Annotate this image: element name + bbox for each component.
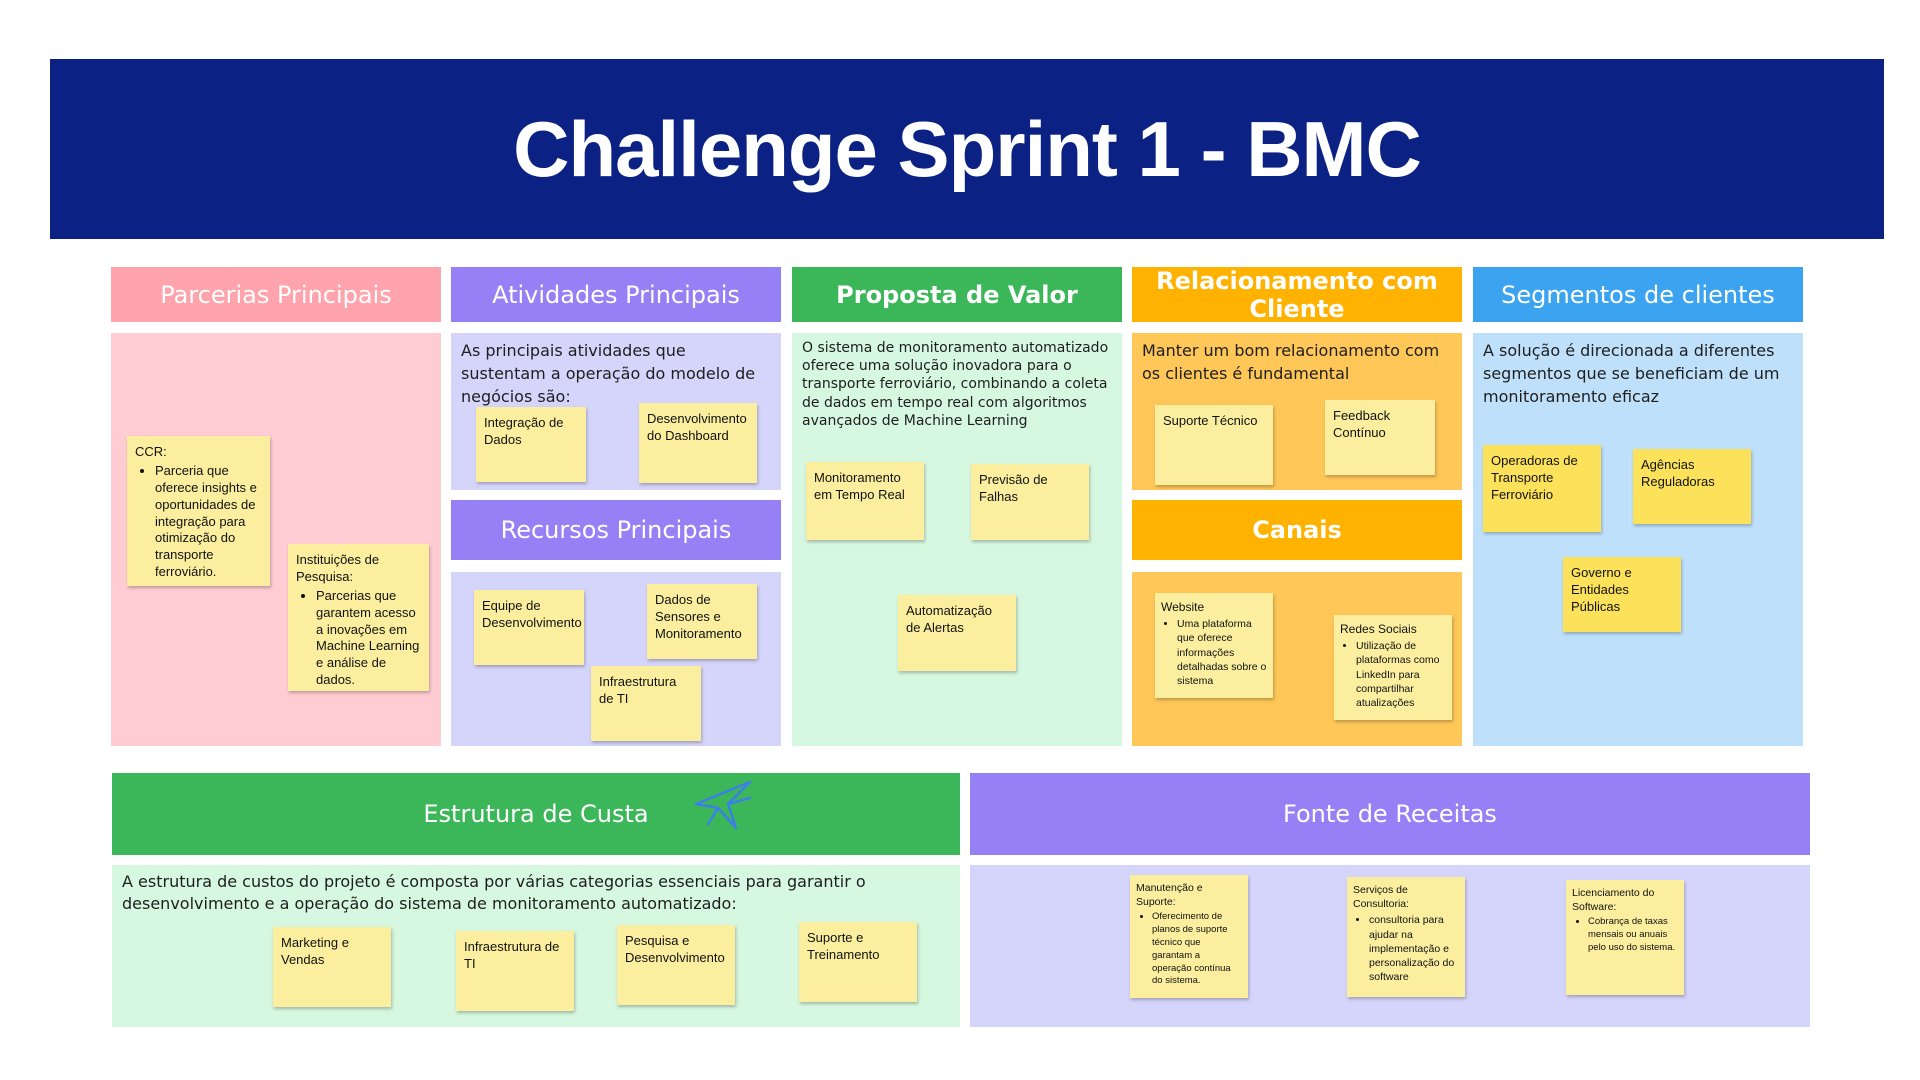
- sticky-note[interactable]: Previsão de Falhas: [971, 464, 1089, 540]
- sticky-note[interactable]: Suporte e Treinamento: [799, 922, 917, 1002]
- atividades-description: As principais atividades que sustentam a…: [461, 341, 756, 407]
- segmentos-header: Segmentos de clientes: [1473, 267, 1803, 322]
- note-bullet: Utilização de plataformas como LinkedIn …: [1356, 639, 1446, 710]
- title-banner: Challenge Sprint 1 - BMC: [50, 59, 1884, 239]
- note-title: Serviços de Consultoria:: [1353, 884, 1410, 911]
- note-title: Redes Sociais: [1340, 622, 1417, 636]
- star-doodle-icon: [694, 780, 752, 830]
- custos-header-label: Estrutura de Custa: [423, 800, 649, 828]
- sticky-note[interactable]: Dados de Sensores e Monitoramento: [647, 584, 757, 659]
- proposta-description: O sistema de monitoramento automatizado …: [802, 340, 1109, 429]
- sticky-note[interactable]: Website Uma plataforma que oferece infor…: [1155, 593, 1273, 698]
- atividades-panel: As principais atividades que sustentam a…: [451, 333, 781, 490]
- note-bullet: Uma plataforma que oferece informações d…: [1177, 617, 1267, 688]
- sticky-note[interactable]: Monitoramento em Tempo Real: [806, 462, 924, 540]
- recursos-panel: Equipe de Desenvolvimento Dados de Senso…: [451, 572, 781, 746]
- sticky-note[interactable]: Governo e Entidades Públicas: [1563, 557, 1681, 632]
- sticky-note[interactable]: Redes Sociais Utilização de plataformas …: [1334, 615, 1452, 720]
- custos-description: A estrutura de custos do projeto é compo…: [122, 872, 866, 913]
- note-bullet: Parcerias que garantem acesso a inovaçõe…: [316, 588, 421, 689]
- relacionamento-panel: Manter um bom relacionamento com os clie…: [1132, 333, 1462, 490]
- sticky-note[interactable]: Suporte Técnico: [1155, 405, 1273, 485]
- custos-header: Estrutura de Custa: [112, 773, 960, 855]
- relacionamento-description: Manter um bom relacionamento com os clie…: [1142, 341, 1440, 384]
- atividades-header: Atividades Principais: [451, 267, 781, 322]
- sticky-note[interactable]: Licenciamento do Software: Cobrança de t…: [1566, 880, 1684, 995]
- sticky-note[interactable]: CCR: Parceria que oferece insights e opo…: [127, 436, 270, 586]
- receitas-panel: Manutenção e Suporte: Oferecimento de pl…: [970, 865, 1810, 1027]
- note-bullet: Cobrança de taxas mensais ou anuais pelo…: [1588, 916, 1678, 954]
- note-title: Manutenção e Suporte:: [1136, 882, 1203, 909]
- sticky-note[interactable]: Serviços de Consultoria: consultoria par…: [1347, 877, 1465, 997]
- sticky-note[interactable]: Infraestrutura de TI: [456, 931, 574, 1011]
- sticky-note[interactable]: Integração de Dados: [476, 407, 586, 482]
- relacionamento-header: Relacionamento com Cliente: [1132, 267, 1462, 323]
- custos-panel: A estrutura de custos do projeto é compo…: [112, 865, 960, 1027]
- note-title: Instituições de Pesquisa:: [296, 552, 380, 584]
- segmentos-panel: A solução é direcionada a diferentes seg…: [1473, 333, 1803, 746]
- canais-panel: Website Uma plataforma que oferece infor…: [1132, 572, 1462, 746]
- segmentos-description: A solução é direcionada a diferentes seg…: [1483, 341, 1780, 407]
- receitas-header: Fonte de Receitas: [970, 773, 1810, 855]
- note-title: Website: [1161, 600, 1205, 614]
- sticky-note[interactable]: Manutenção e Suporte: Oferecimento de pl…: [1130, 875, 1248, 998]
- note-title: Licenciamento do Software:: [1572, 887, 1655, 914]
- sticky-note[interactable]: Pesquisa e Desenvolvimento: [617, 925, 735, 1005]
- sticky-note[interactable]: Desenvolvimento do Dashboard: [639, 403, 757, 483]
- note-bullet: Oferecimento de planos de suporte técnic…: [1152, 911, 1242, 988]
- note-bullet: Parceria que oferece insights e oportuni…: [155, 463, 262, 581]
- proposta-header: Proposta de Valor: [792, 267, 1122, 322]
- recursos-header: Recursos Principais: [451, 500, 781, 560]
- sticky-note[interactable]: Instituições de Pesquisa: Parcerias que …: [288, 544, 429, 691]
- canais-header: Canais: [1132, 500, 1462, 560]
- note-bullet: consultoria para ajudar na implementação…: [1369, 913, 1459, 984]
- parcerias-panel: CCR: Parceria que oferece insights e opo…: [111, 333, 441, 746]
- sticky-note[interactable]: Operadoras de Transporte Ferroviário: [1483, 445, 1601, 532]
- note-title: CCR:: [135, 444, 167, 459]
- sticky-note[interactable]: Feedback Contínuo: [1325, 400, 1435, 475]
- parcerias-header: Parcerias Principais: [111, 267, 441, 322]
- page-title: Challenge Sprint 1 - BMC: [513, 104, 1422, 193]
- sticky-note[interactable]: Equipe de Desenvolvimento: [474, 590, 584, 665]
- sticky-note[interactable]: Automatização de Alertas: [898, 595, 1016, 671]
- sticky-note[interactable]: Infraestrutura de TI: [591, 666, 701, 741]
- sticky-note[interactable]: Marketing e Vendas: [273, 927, 391, 1007]
- sticky-note[interactable]: Agências Reguladoras: [1633, 449, 1751, 524]
- proposta-panel: O sistema de monitoramento automatizado …: [792, 333, 1122, 746]
